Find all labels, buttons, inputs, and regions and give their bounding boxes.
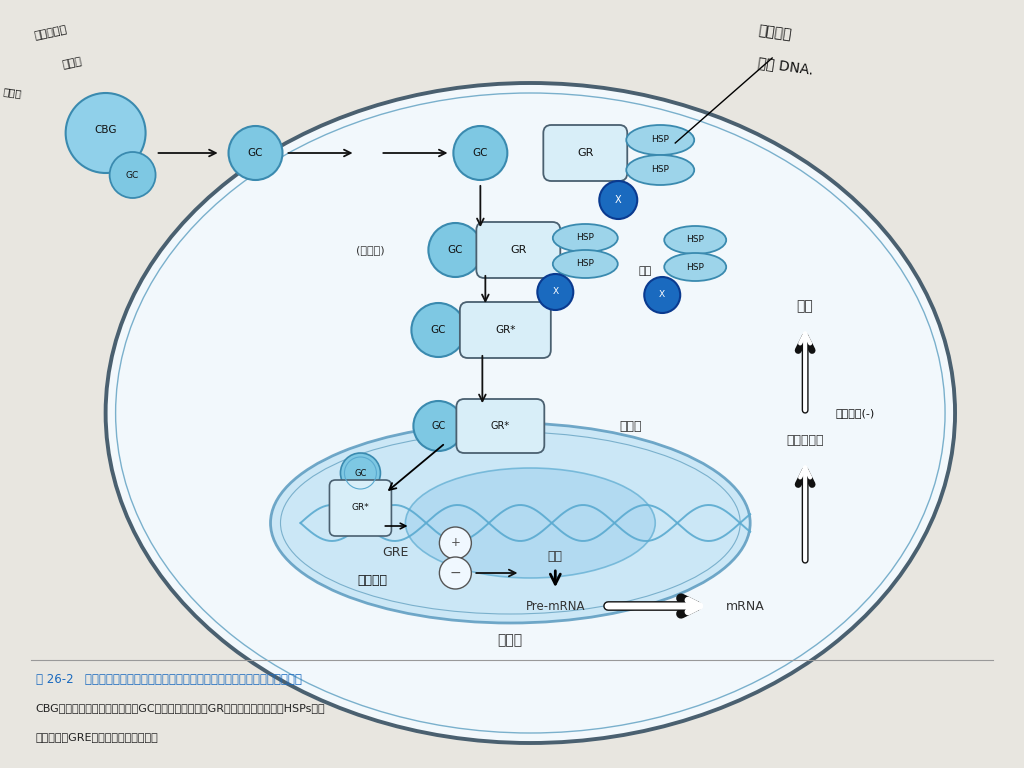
FancyBboxPatch shape (460, 302, 551, 358)
Text: 效应: 效应 (797, 299, 813, 313)
Circle shape (412, 303, 465, 357)
FancyBboxPatch shape (457, 399, 545, 453)
Circle shape (454, 126, 507, 180)
Ellipse shape (553, 250, 617, 278)
Ellipse shape (627, 125, 694, 155)
Ellipse shape (627, 155, 694, 185)
Text: (不稳定): (不稳定) (356, 245, 385, 255)
Text: mRNA: mRNA (726, 600, 765, 613)
Text: GR*: GR* (490, 421, 510, 431)
Ellipse shape (270, 423, 751, 623)
Text: X: X (615, 195, 622, 205)
Text: X: X (659, 290, 666, 300)
Text: GR*: GR* (351, 504, 370, 512)
Text: 分离: 分离 (639, 266, 652, 276)
Text: HSP: HSP (651, 165, 669, 174)
Text: 皮脂腺: 皮脂腺 (3, 87, 23, 99)
Text: 活性蛋白质: 活性蛋白质 (786, 433, 824, 446)
Text: GR*: GR* (496, 325, 515, 335)
Text: GR: GR (578, 148, 594, 158)
Text: GC: GC (431, 421, 445, 431)
Text: +: + (451, 537, 461, 549)
FancyBboxPatch shape (476, 222, 560, 278)
Circle shape (428, 223, 482, 277)
FancyBboxPatch shape (544, 125, 628, 181)
Circle shape (228, 126, 283, 180)
Ellipse shape (665, 226, 726, 254)
Circle shape (599, 181, 637, 219)
Text: GC: GC (431, 325, 446, 335)
Text: 细胞浆: 细胞浆 (498, 633, 523, 647)
Text: 转录: 转录 (548, 549, 563, 562)
Text: CBG：皮质类固醇结合球蛋白；GC：糖皮质激素类；GR：糖皮质激素受体；HSPs：热: CBG：皮质类固醇结合球蛋白；GC：糖皮质激素类；GR：糖皮质激素受体；HSPs… (36, 703, 326, 713)
Circle shape (439, 527, 471, 559)
Circle shape (110, 152, 156, 198)
Text: Pre-mRNA: Pre-mRNA (525, 600, 585, 613)
Text: 图 26-2   糖皮质激素类药物作用于细胞内糖皮质激素受体产生基因效应的示意图: 图 26-2 糖皮质激素类药物作用于细胞内糖皮质激素受体产生基因效应的示意图 (36, 673, 301, 686)
Ellipse shape (553, 224, 617, 252)
Text: CBG: CBG (94, 125, 117, 135)
Text: 休克蛋白；GRE：糖皮质激素受体元件: 休克蛋白；GRE：糖皮质激素受体元件 (36, 732, 159, 742)
Text: 类固醇结合: 类固醇结合 (34, 25, 68, 41)
Text: 球蛋白: 球蛋白 (61, 56, 83, 70)
Text: GC: GC (354, 468, 367, 478)
Ellipse shape (406, 468, 655, 578)
Text: GC: GC (473, 148, 488, 158)
Circle shape (414, 401, 464, 451)
Text: 拮抗蛋白: 拮抗蛋白 (758, 24, 793, 42)
Text: HSP: HSP (577, 233, 594, 243)
Text: HSP: HSP (686, 263, 705, 272)
Text: X: X (552, 287, 558, 296)
Text: GR: GR (510, 245, 526, 255)
Ellipse shape (665, 253, 726, 281)
Text: 细胞核: 细胞核 (620, 419, 641, 432)
Text: −: − (450, 566, 461, 580)
Text: GC: GC (447, 245, 463, 255)
Text: HSP: HSP (577, 260, 594, 269)
Circle shape (66, 93, 145, 173)
Text: GC: GC (248, 148, 263, 158)
Text: GC: GC (126, 170, 139, 180)
Circle shape (538, 274, 573, 310)
FancyBboxPatch shape (330, 480, 391, 536)
Ellipse shape (105, 83, 955, 743)
Text: GRE: GRE (382, 547, 409, 560)
Text: 脂皮质素(-): 脂皮质素(-) (836, 408, 874, 418)
Circle shape (644, 277, 680, 313)
Text: HSP: HSP (686, 236, 705, 244)
Text: HSP: HSP (651, 135, 669, 144)
Text: 顺反元件: 顺反元件 (357, 574, 387, 587)
Text: 保护 DNA.: 保护 DNA. (757, 55, 814, 77)
Circle shape (439, 557, 471, 589)
Circle shape (340, 453, 381, 493)
